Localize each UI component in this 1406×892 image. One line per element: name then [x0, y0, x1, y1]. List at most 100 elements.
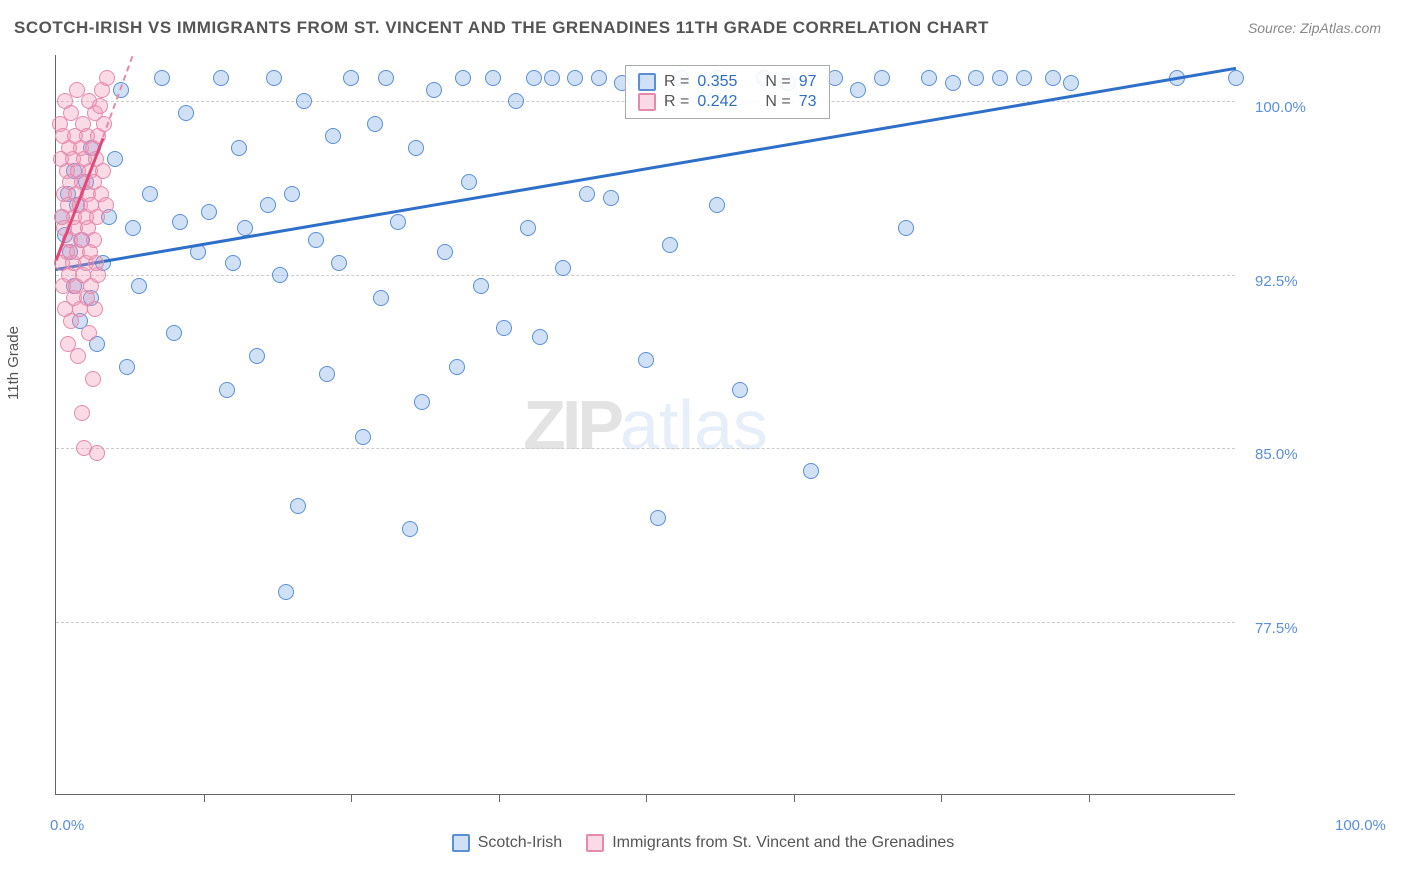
data-point [225, 255, 241, 271]
data-point [272, 267, 288, 283]
data-point [638, 352, 654, 368]
data-point [603, 190, 619, 206]
gridline-h [56, 275, 1235, 276]
data-point [850, 82, 866, 98]
data-point [98, 197, 114, 213]
data-point [662, 237, 678, 253]
data-point [803, 463, 819, 479]
data-point [437, 244, 453, 260]
data-point [85, 371, 101, 387]
n-value: 97 [799, 73, 817, 91]
data-point [485, 70, 501, 86]
data-point [92, 98, 108, 114]
data-point [1228, 70, 1244, 86]
data-point [90, 267, 106, 283]
data-point [473, 278, 489, 294]
data-point [367, 116, 383, 132]
data-point [874, 70, 890, 86]
chart-title: SCOTCH-IRISH VS IMMIGRANTS FROM ST. VINC… [14, 18, 989, 38]
data-point [343, 70, 359, 86]
n-value: 73 [799, 93, 817, 111]
data-point [591, 70, 607, 86]
x-tick [499, 794, 500, 802]
x-tick [1089, 794, 1090, 802]
data-point [898, 220, 914, 236]
data-point [166, 325, 182, 341]
data-point [178, 105, 194, 121]
data-point [968, 70, 984, 86]
data-point [89, 445, 105, 461]
x-max-label: 100.0% [1335, 817, 1386, 834]
data-point [709, 197, 725, 213]
stats-legend-row: R =0.355N =97 [638, 73, 817, 91]
legend-label: Scotch-Irish [478, 834, 562, 852]
data-point [1016, 70, 1032, 86]
gridline-h [56, 448, 1235, 449]
data-point [992, 70, 1008, 86]
legend-swatch [586, 834, 604, 852]
data-point [74, 405, 90, 421]
data-point [219, 382, 235, 398]
watermark: ZIPatlas [523, 385, 768, 465]
data-point [172, 214, 188, 230]
legend-swatch [638, 93, 656, 111]
data-point [496, 320, 512, 336]
x-tick [351, 794, 352, 802]
data-point [508, 93, 524, 109]
source-label: Source: ZipAtlas.com [1248, 20, 1381, 36]
gridline-h [56, 622, 1235, 623]
data-point [1045, 70, 1061, 86]
data-point [290, 498, 306, 514]
data-point [650, 510, 666, 526]
y-tick-label: 85.0% [1255, 446, 1298, 463]
data-point [142, 186, 158, 202]
data-point [408, 140, 424, 156]
data-point [319, 366, 335, 382]
data-point [278, 584, 294, 600]
legend-swatch [452, 834, 470, 852]
data-point [231, 140, 247, 156]
trend-line-dashed [102, 56, 133, 138]
y-tick-label: 100.0% [1255, 99, 1306, 116]
data-point [526, 70, 542, 86]
data-point [414, 394, 430, 410]
x-tick [646, 794, 647, 802]
data-point [331, 255, 347, 271]
data-point [532, 329, 548, 345]
data-point [81, 325, 97, 341]
legend-swatch [638, 73, 656, 91]
data-point [555, 260, 571, 276]
chart-plot-area: ZIPatlas [55, 55, 1235, 795]
x-min-label: 0.0% [50, 817, 84, 834]
r-label: R = [664, 93, 689, 111]
n-label: N = [765, 93, 790, 111]
legend-item: Scotch-Irish [452, 834, 562, 852]
stats-legend: R =0.355N =97 R = 0.242 N = 73 [625, 65, 830, 119]
data-point [544, 70, 560, 86]
data-point [449, 359, 465, 375]
data-point [131, 278, 147, 294]
data-point [201, 204, 217, 220]
data-point [266, 70, 282, 86]
stats-legend-row: R = 0.242 N = 73 [638, 93, 817, 111]
data-point [95, 163, 111, 179]
legend-label: Immigrants from St. Vincent and the Gren… [612, 834, 954, 852]
data-point [325, 128, 341, 144]
data-point [378, 70, 394, 86]
data-point [119, 359, 135, 375]
watermark-part1: ZIP [523, 386, 620, 464]
r-value: 0.355 [697, 73, 737, 91]
x-tick [941, 794, 942, 802]
data-point [70, 348, 86, 364]
data-point [355, 429, 371, 445]
r-value: 0.242 [697, 93, 737, 111]
data-point [567, 70, 583, 86]
data-point [520, 220, 536, 236]
data-point [390, 214, 406, 230]
data-point [260, 197, 276, 213]
data-point [284, 186, 300, 202]
data-point [296, 93, 312, 109]
y-axis-label: 11th Grade [5, 326, 22, 400]
data-point [402, 521, 418, 537]
data-point [426, 82, 442, 98]
